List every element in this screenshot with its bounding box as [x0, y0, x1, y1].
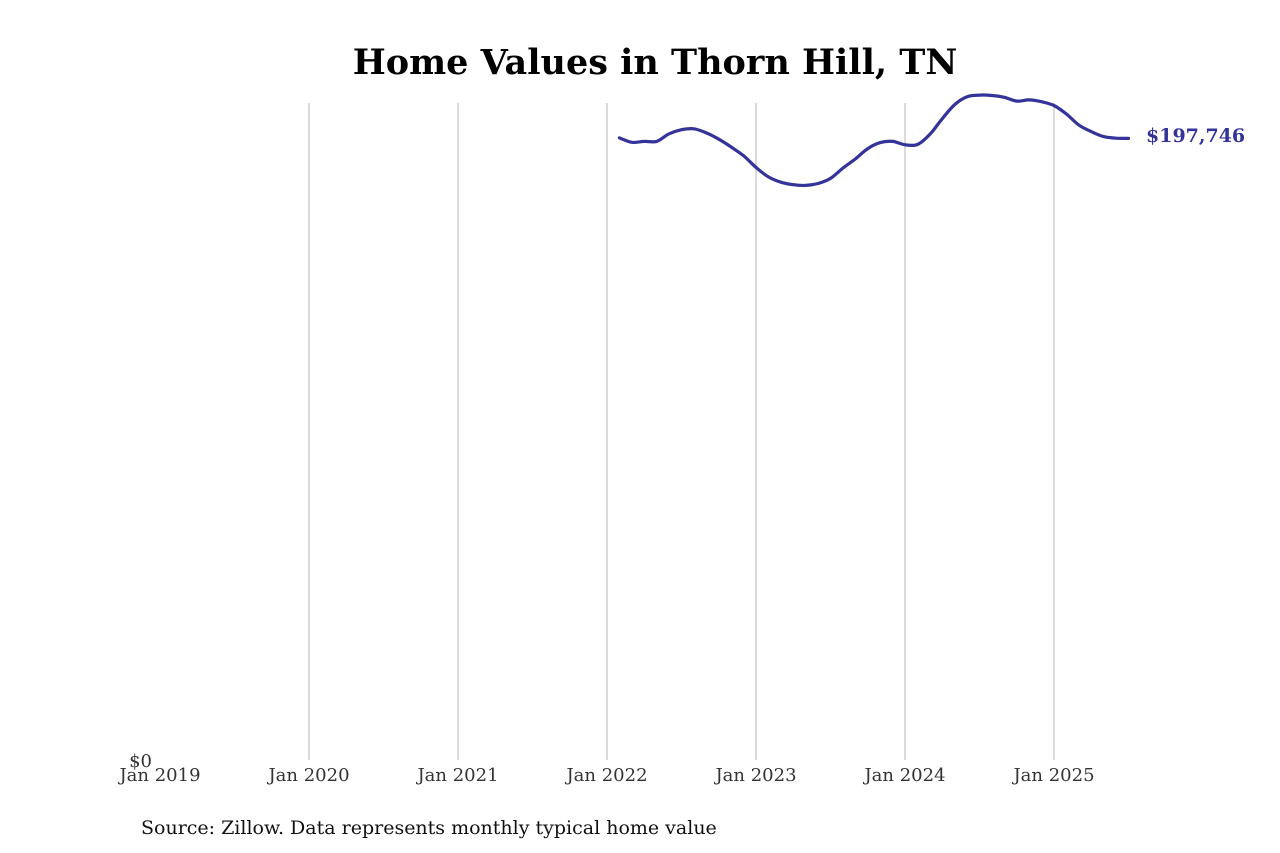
chart-title: Home Values in Thorn Hill, TN	[353, 42, 958, 83]
x-tick-label: Jan 2021	[415, 765, 498, 786]
gridlines	[308, 103, 1055, 760]
y-tick-label-zero: $0	[129, 751, 152, 772]
x-tick-label: Jan 2023	[713, 765, 796, 786]
x-tick-label: Jan 2024	[862, 765, 945, 786]
series-layer	[617, 93, 1131, 188]
series-line	[617, 93, 1131, 188]
x-axis-tick-labels: Jan 2019 Jan 2020 Jan 2021 Jan 2022 Jan 2023…	[117, 765, 1094, 786]
x-tick-label: Jan 2020	[266, 765, 349, 786]
x-tick-label: Jan 2025	[1011, 765, 1094, 786]
x-tick-label: Jan 2022	[564, 765, 647, 786]
source-note: Source: Zillow. Data represents monthly …	[141, 817, 717, 839]
x-tick-label: Jan 2019	[117, 765, 200, 786]
last-value-label: $197,746	[1146, 125, 1245, 147]
